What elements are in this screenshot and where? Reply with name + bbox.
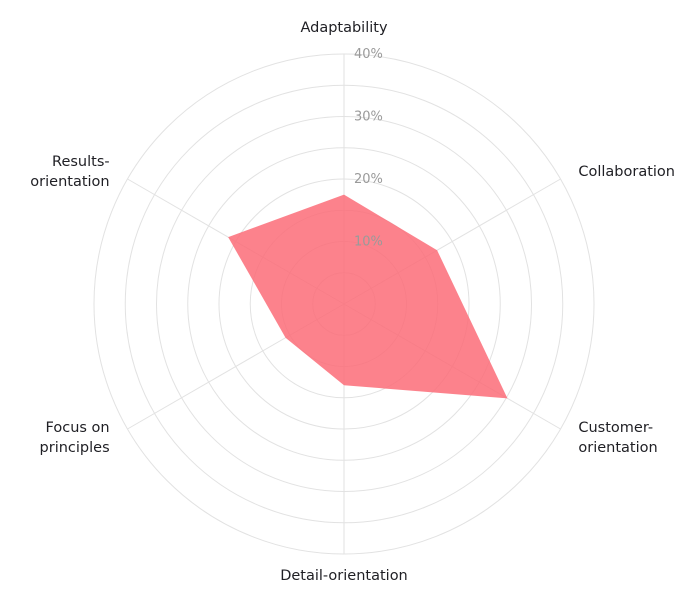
axis-label-line: principles [40,440,110,456]
axis-labels: Adaptability Collaboration Customer-orient… [30,20,675,584]
axis-label-line: Collaboration [578,164,675,180]
axis-label-line: Customer- [578,420,653,436]
tick-labels: 10% 20% 30% 40% [354,47,383,250]
axis-label-line: Focus on [46,420,110,436]
axis-label: Results-orientation [30,154,109,190]
data-layer [228,194,508,399]
axis-label-line: Detail-orientation [280,568,408,584]
data-area [228,194,508,399]
axis-label: Detail-orientation [280,568,408,584]
axis-label: Collaboration [578,164,675,180]
axis-label: Adaptability [300,20,388,36]
tick-label: 30% [354,110,383,125]
axis-label-line: orientation [578,440,657,456]
axis-label-line: orientation [30,174,109,190]
axis-label-line: Results- [52,154,110,170]
axis-label: Focus on principles [40,420,110,456]
tick-label: 10% [354,235,383,250]
axis-label-line: Adaptability [300,20,388,36]
axis-label: Customer-orientation [578,420,657,456]
tick-label: 20% [354,172,383,187]
tick-label: 40% [354,47,383,62]
